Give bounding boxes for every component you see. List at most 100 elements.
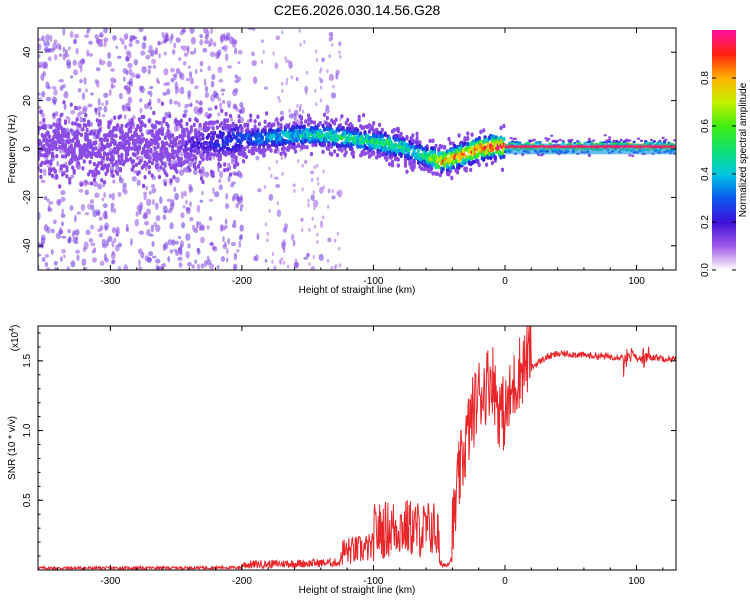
spectrogram-band-mark: [550, 134, 554, 137]
spectrogram-band-mark: [228, 172, 233, 177]
spectrogram-noise-mark: [103, 92, 109, 99]
spectrogram-band-mark: [253, 119, 257, 124]
spectrogram-noise-mark: [210, 241, 214, 246]
spectrogram-band-mark: [197, 145, 201, 151]
spectrogram-noise-mark: [135, 39, 140, 45]
spectrogram-noise-mark: [255, 155, 260, 161]
spectrogram-noise-mark: [218, 178, 222, 184]
spectrogram-noise-mark: [111, 192, 115, 201]
spectrogram-noise-mark: [52, 219, 57, 225]
spectrogram-noise-mark: [148, 251, 154, 257]
spectrogram-band-mark: [152, 110, 156, 116]
spectrogram-band-mark: [292, 126, 296, 131]
spectrogram-band-mark: [395, 149, 399, 155]
spectrogram-noise-mark: [276, 209, 282, 218]
spectrogram-noise-mark: [45, 96, 52, 102]
spectrogram-noise-mark: [313, 165, 316, 170]
spectrogram-noise-mark: [103, 191, 106, 199]
spectrogram-band-mark: [262, 153, 266, 158]
spectrogram-noise-mark: [142, 191, 148, 195]
spectrogram-band-mark: [252, 147, 256, 152]
spectrogram-band-mark: [632, 140, 636, 144]
spectrogram-noise-mark: [158, 41, 163, 46]
spectrogram-noise-mark: [123, 44, 128, 50]
spectrogram-band-mark: [194, 166, 198, 171]
spectrogram-noise-mark: [143, 193, 147, 201]
spectrogram-band-mark: [502, 154, 506, 159]
spectrogram-band-mark: [55, 123, 59, 128]
spectrogram-band-mark: [489, 155, 493, 161]
spectrogram-noise-mark: [182, 205, 186, 209]
spectrogram-band-mark: [305, 145, 309, 150]
spectrogram-band-mark: [173, 142, 178, 147]
spectrogram-band-mark: [608, 136, 612, 139]
spectrogram-band-mark: [327, 142, 331, 148]
spectrogram-noise-mark: [293, 109, 299, 116]
spectrogram-band-mark: [243, 151, 247, 157]
spectrogram-band-mark: [72, 168, 76, 174]
spectrogram-band-mark: [308, 116, 312, 121]
spectrogram-noise-mark: [179, 240, 185, 248]
spectrogram-band-mark: [146, 154, 150, 160]
spectrogram-band-mark: [137, 170, 141, 175]
spectrogram-band-mark: [312, 134, 316, 139]
spectrogram-noise-mark: [53, 267, 58, 270]
spectrogram-noise-mark: [333, 265, 337, 270]
spectrogram-band-mark: [639, 139, 644, 142]
spectrogram-noise-mark: [290, 75, 293, 80]
spectrogram-noise-mark: [72, 39, 77, 44]
spectrogram-band-mark: [409, 144, 413, 149]
spectrogram-noise-mark: [183, 109, 188, 114]
spectrogram-band-mark: [340, 148, 344, 153]
spectrogram-noise-mark: [303, 256, 309, 260]
spectrogram-noise-mark: [279, 110, 284, 116]
spectrogram-band-mark: [372, 121, 376, 126]
spectrogram-noise-mark: [185, 45, 190, 51]
snr-x-tick-label: -200: [232, 576, 252, 587]
spectrogram-noise-mark: [101, 197, 105, 202]
spectrogram-noise-mark: [178, 169, 185, 176]
spectrogram-band-mark: [147, 170, 151, 175]
spectrogram-noise-mark: [58, 44, 62, 51]
spectrogram-band-mark: [275, 146, 279, 152]
spectrogram-band-mark: [43, 123, 47, 129]
spectrogram-band-mark: [279, 151, 283, 157]
spectrogram-band-mark: [583, 141, 587, 145]
snr-frame: [37, 325, 677, 571]
spectrogram-band-mark: [237, 119, 241, 124]
spectrogram-band-mark: [357, 117, 361, 123]
spectrogram-noise-mark: [79, 79, 83, 84]
spectrogram-noise-mark: [62, 28, 66, 36]
spectrogram-noise-mark: [208, 263, 215, 270]
spectrogram-band-mark: [628, 139, 632, 142]
spectrogram-noise-mark: [84, 34, 90, 38]
colorbar-ticks: 0.0 0.2 0.4 0.6 0.8: [700, 71, 736, 277]
spectrogram-band-mark: [143, 123, 147, 128]
spectrogram-band-mark: [113, 115, 117, 120]
spectrogram-noise-mark: [196, 220, 199, 229]
spectrogram-noise-mark: [103, 28, 108, 34]
spectrogram-noise-mark: [74, 240, 79, 245]
spectrogram-band-mark: [116, 150, 120, 155]
spectrogram-band-mark: [55, 154, 59, 159]
spectrogram-noise-mark: [331, 189, 334, 194]
spectrogram-band-mark: [490, 160, 494, 166]
spectrogram-noise-mark: [234, 79, 240, 84]
spectrogram-band-mark: [396, 157, 400, 162]
spectrogram-noise-mark: [147, 68, 151, 75]
spectrogram-band-mark: [173, 149, 178, 155]
spectrogram-noise-mark: [102, 114, 106, 118]
spectrogram-noise-mark: [53, 89, 58, 96]
spectrogram-noise-mark: [51, 86, 57, 90]
spectrogram-noise-mark: [307, 203, 310, 208]
spectrogram-ylabel: Frequency (Hz): [7, 115, 18, 184]
spectrogram-band-mark: [169, 165, 173, 170]
spectrogram-band-mark: [159, 149, 163, 155]
spectrogram-band-mark: [451, 165, 455, 170]
spectrogram-band-mark: [182, 133, 186, 138]
spectrogram-band-mark: [131, 164, 136, 170]
spectrogram-band-mark: [217, 143, 221, 148]
snr-x-tick-label: 100: [628, 576, 645, 587]
spectrogram-band-mark: [535, 141, 539, 144]
